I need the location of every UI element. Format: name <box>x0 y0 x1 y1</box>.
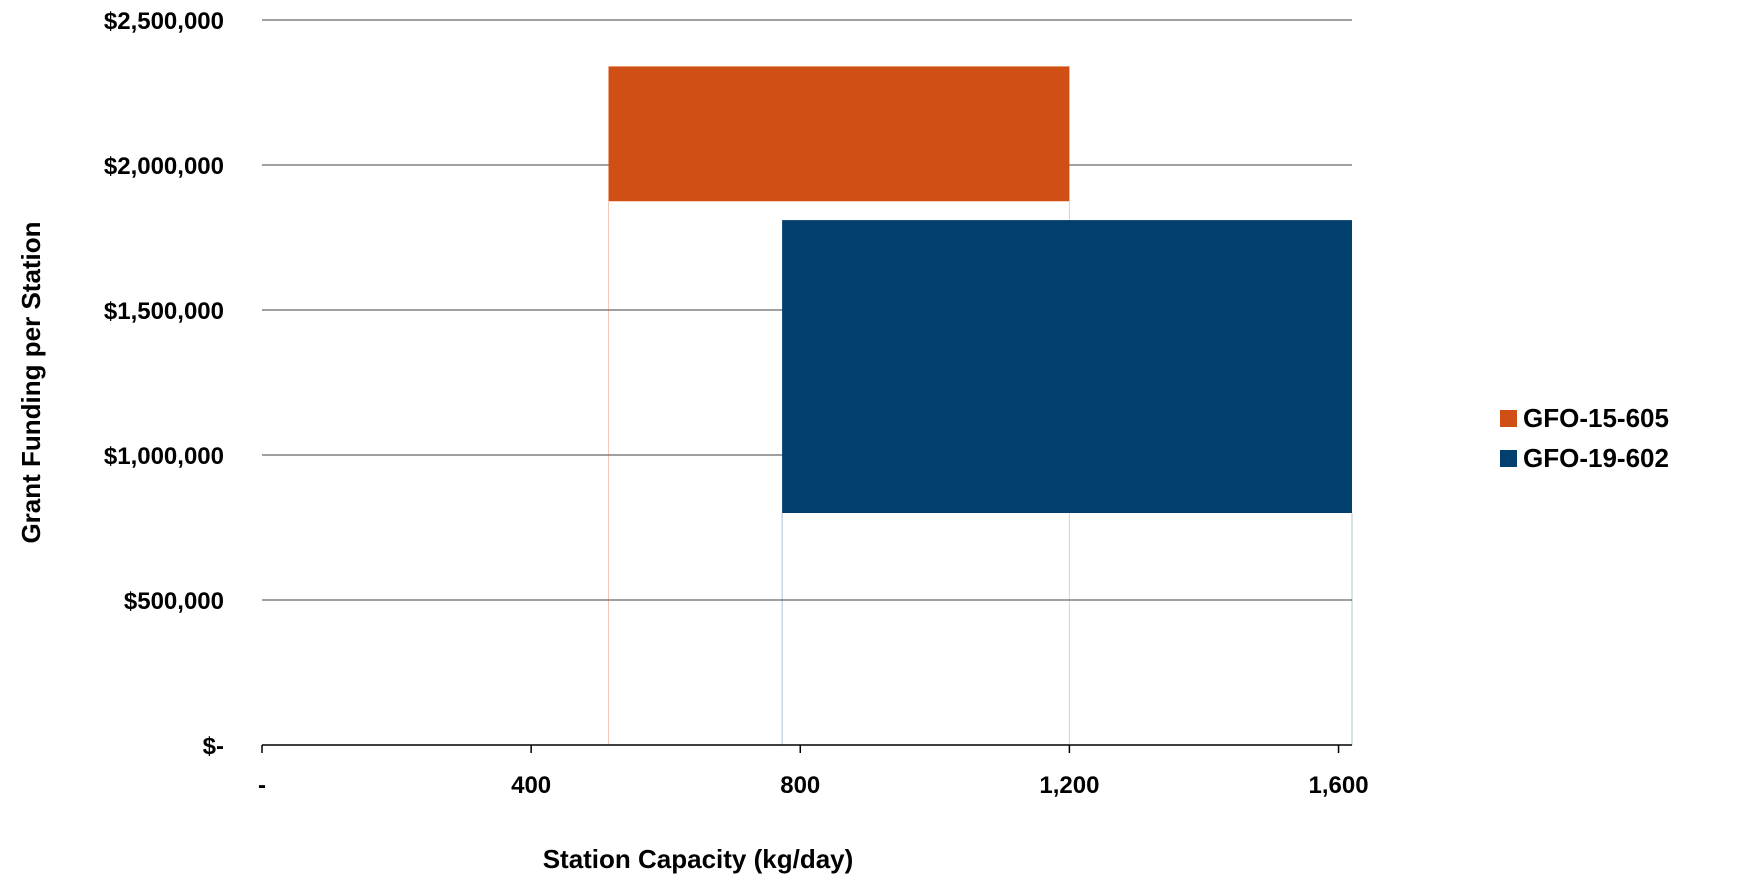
x-tick-label: 400 <box>511 772 551 799</box>
y-tick-label: $2,000,000 <box>104 153 224 180</box>
legend-swatch <box>1500 409 1517 427</box>
y-tick-label: $2,500,000 <box>104 8 224 35</box>
range-box-gfo-19-602 <box>782 220 1352 513</box>
axes <box>261 744 1352 753</box>
legend-item-gfo-19-602: GFO-19-602 <box>1500 438 1669 478</box>
x-tick-label: 800 <box>780 772 820 799</box>
x-tick-label: 1,600 <box>1309 772 1369 799</box>
y-axis-title: Grant Funding per Station <box>16 221 46 543</box>
legend-label: GFO-19-602 <box>1523 442 1669 473</box>
legend: GFO-15-605 GFO-19-602 <box>1500 398 1669 478</box>
legend-item-gfo-15-605: GFO-15-605 <box>1500 398 1669 438</box>
y-tick-label: $500,000 <box>124 588 224 615</box>
x-tick-labels: - 400 800 1,200 1,600 <box>258 772 1369 799</box>
y-tick-label: $- <box>203 733 224 760</box>
series-boxes <box>608 66 1352 513</box>
y-tick-label: $1,000,000 <box>104 443 224 470</box>
x-tick-label: - <box>258 772 266 799</box>
x-tick-label: 1,200 <box>1039 772 1099 799</box>
legend-label: GFO-15-605 <box>1523 402 1669 433</box>
legend-swatch <box>1500 449 1517 467</box>
y-tick-labels: $- $500,000 $1,000,000 $1,500,000 $2,000,000… <box>104 8 224 760</box>
x-axis-title: Station Capacity (kg/day) <box>543 844 854 874</box>
y-tick-label: $1,500,000 <box>104 298 224 325</box>
range-box-gfo-15-605 <box>608 66 1070 202</box>
